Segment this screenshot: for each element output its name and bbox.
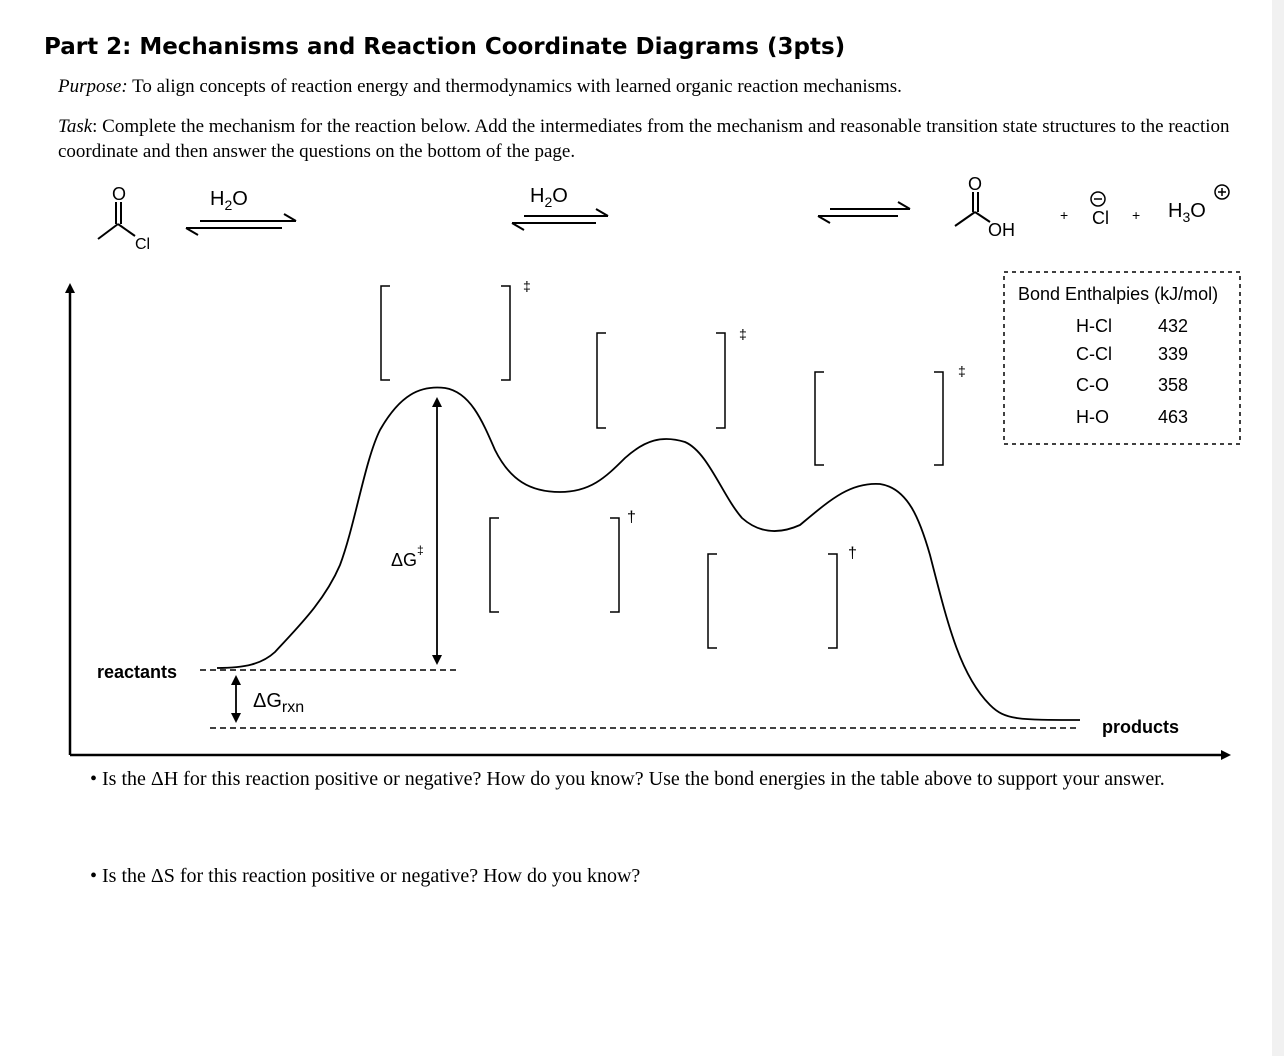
bond-name: H-O — [1076, 407, 1109, 427]
ts2-close-bracket — [716, 332, 726, 429]
question-enthalpy: • Is the ΔH for this reaction positive o… — [90, 768, 1165, 790]
bond-name: H-Cl — [1076, 316, 1112, 336]
bond-enthalpy-table: Bond Enthalpies (kJ/mol) H-Cl 432 C-Cl 3… — [1004, 272, 1240, 444]
ts2-double-dagger: ‡ — [739, 326, 747, 342]
int2-open-bracket — [707, 553, 717, 649]
bond-row: H-O 463 — [1004, 407, 1240, 431]
plus-sign-1: + — [1060, 207, 1068, 223]
bond-table-title: Bond Enthalpies (kJ/mol) — [1018, 284, 1219, 304]
products-label: products — [1102, 717, 1179, 737]
task-text: : Complete the mechanism for the reactio… — [58, 116, 1230, 162]
plus-sign-2: + — [1132, 207, 1140, 223]
equilibrium-arrow-2 — [511, 208, 609, 231]
reactants-label: reactants — [97, 662, 177, 682]
purpose-line: Purpose: To align concepts of reaction e… — [58, 76, 902, 98]
bond-row: H-Cl 432 — [1004, 316, 1240, 340]
ts1-close-bracket — [501, 285, 511, 381]
reaction-free-energy-label: ΔGrxn — [253, 690, 304, 716]
int2-dagger: † — [848, 545, 857, 562]
int1-open-bracket — [489, 517, 499, 613]
task-line: Task: Complete the mechanism for the rea… — [58, 114, 1284, 164]
page-title: Part 2: Mechanisms and Reaction Coordina… — [44, 34, 846, 60]
product-hydroxyl-label: OH — [988, 220, 1015, 240]
activation-energy-label: ΔG‡ — [391, 543, 424, 570]
reagent-water-2: H2O — [530, 185, 568, 210]
ts1-double-dagger: ‡ — [523, 278, 531, 294]
purpose-text: To align concepts of reaction energy and… — [132, 76, 902, 97]
reactant-oxygen-label: O — [112, 184, 126, 204]
ts3-open-bracket — [814, 371, 824, 466]
bond-value: 463 — [1158, 407, 1189, 427]
product-carboxylic-acid — [954, 192, 991, 227]
bond-value: 432 — [1158, 316, 1189, 336]
negative-charge-icon — [1090, 191, 1106, 207]
purpose-label: Purpose: — [58, 76, 128, 97]
bond-table-border — [1003, 271, 1241, 445]
reactant-chlorine-label: Cl — [135, 236, 150, 253]
equilibrium-arrow-3 — [817, 201, 911, 224]
reagent-water-1: H2O — [210, 188, 248, 213]
int1-close-bracket — [610, 517, 620, 613]
bond-value: 339 — [1158, 344, 1189, 364]
energy-profile-curve — [216, 386, 1081, 721]
ts3-double-dagger: ‡ — [958, 363, 966, 379]
reactant-acid-chloride — [97, 202, 136, 240]
bond-value: 358 — [1158, 375, 1189, 395]
question-entropy: • Is the ΔS for this reaction positive o… — [90, 865, 641, 887]
ts3-close-bracket — [934, 371, 944, 466]
bond-name: C-Cl — [1076, 344, 1112, 364]
bond-row: C-Cl 339 — [1004, 344, 1240, 368]
equilibrium-arrow-1 — [185, 213, 297, 236]
chloride-label: Cl — [1092, 208, 1109, 228]
product-oxygen-label: O — [968, 174, 982, 194]
bond-name: C-O — [1076, 375, 1109, 395]
ts2-open-bracket — [596, 332, 606, 429]
bond-row: C-O 358 — [1004, 375, 1240, 399]
int1-dagger: † — [627, 509, 636, 526]
ts1-open-bracket — [380, 285, 390, 381]
int2-close-bracket — [828, 553, 838, 649]
page-edge-shadow — [1272, 0, 1284, 1056]
hydronium-label: H3O — [1168, 200, 1206, 225]
task-label: Task — [58, 116, 93, 137]
positive-charge-icon — [1214, 184, 1230, 200]
